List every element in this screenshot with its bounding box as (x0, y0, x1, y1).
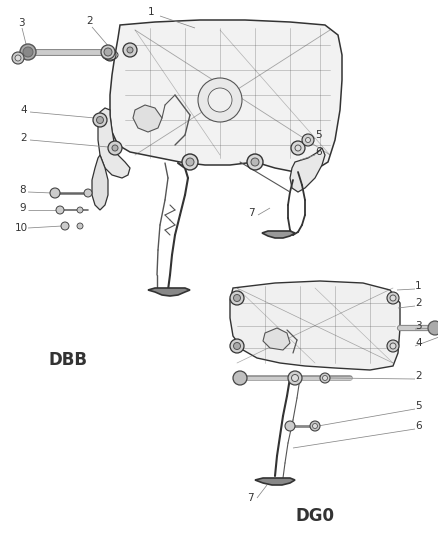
Circle shape (23, 47, 33, 57)
Circle shape (84, 189, 92, 197)
Circle shape (104, 49, 116, 61)
Text: 1: 1 (415, 281, 422, 291)
Circle shape (108, 141, 122, 155)
Circle shape (310, 421, 320, 431)
Circle shape (291, 141, 305, 155)
Text: 6: 6 (415, 421, 422, 431)
Circle shape (233, 371, 247, 385)
Circle shape (77, 207, 83, 213)
Text: 3: 3 (18, 18, 25, 28)
Text: 7: 7 (247, 493, 254, 503)
Text: 8: 8 (19, 185, 26, 195)
Circle shape (186, 158, 194, 166)
Circle shape (104, 48, 112, 56)
Circle shape (20, 44, 36, 60)
Circle shape (247, 154, 263, 170)
Circle shape (233, 343, 240, 350)
Text: 4: 4 (415, 338, 422, 348)
Text: 4: 4 (20, 105, 27, 115)
Circle shape (387, 292, 399, 304)
Circle shape (295, 145, 301, 151)
Polygon shape (255, 478, 295, 485)
Text: 3: 3 (415, 321, 422, 331)
Circle shape (390, 295, 396, 301)
Circle shape (123, 43, 137, 57)
Circle shape (322, 376, 328, 381)
Circle shape (230, 291, 244, 305)
Circle shape (428, 321, 438, 335)
Polygon shape (148, 288, 190, 296)
Polygon shape (110, 20, 342, 172)
Circle shape (61, 222, 69, 230)
Circle shape (302, 134, 314, 146)
Circle shape (12, 52, 24, 64)
Text: 5: 5 (415, 401, 422, 411)
Text: 10: 10 (15, 223, 28, 233)
Circle shape (285, 421, 295, 431)
Circle shape (112, 145, 118, 151)
Text: 9: 9 (19, 203, 26, 213)
Text: DBB: DBB (49, 351, 88, 369)
Polygon shape (263, 328, 290, 350)
Circle shape (182, 154, 198, 170)
Polygon shape (230, 281, 400, 370)
Text: 7: 7 (248, 208, 254, 218)
Circle shape (56, 206, 64, 214)
Circle shape (251, 158, 259, 166)
Text: 2: 2 (86, 16, 92, 26)
Circle shape (101, 45, 115, 59)
Polygon shape (98, 108, 130, 178)
Circle shape (230, 339, 244, 353)
Polygon shape (133, 105, 162, 132)
Text: 1: 1 (148, 7, 155, 17)
Circle shape (292, 375, 299, 382)
Circle shape (305, 138, 311, 142)
Text: 2: 2 (415, 298, 422, 308)
Circle shape (77, 223, 83, 229)
Text: 6: 6 (315, 147, 321, 157)
Circle shape (288, 371, 302, 385)
Text: 2: 2 (415, 371, 422, 381)
Polygon shape (262, 231, 295, 238)
Circle shape (198, 78, 242, 122)
Text: DG0: DG0 (296, 507, 335, 525)
Circle shape (15, 55, 21, 61)
Polygon shape (92, 155, 108, 210)
Circle shape (387, 340, 399, 352)
Circle shape (233, 295, 240, 302)
Circle shape (320, 373, 330, 383)
Circle shape (127, 47, 133, 53)
Circle shape (50, 188, 60, 198)
Text: 5: 5 (315, 130, 321, 140)
Circle shape (312, 424, 318, 429)
Circle shape (93, 113, 107, 127)
Circle shape (208, 88, 232, 112)
Circle shape (96, 117, 103, 124)
Polygon shape (290, 148, 325, 192)
Text: 2: 2 (20, 133, 27, 143)
Circle shape (390, 343, 396, 349)
